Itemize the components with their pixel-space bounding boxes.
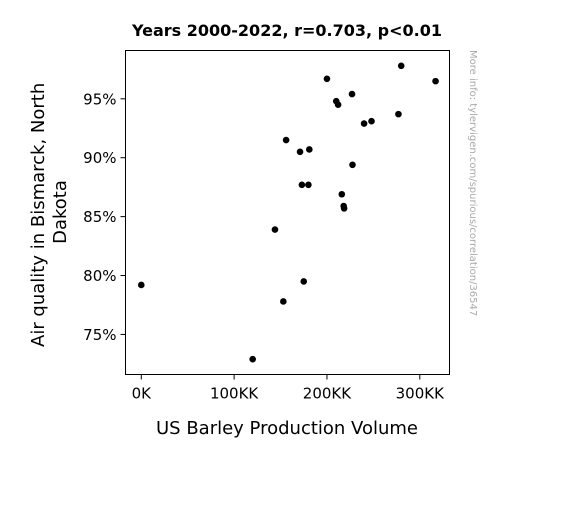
- data-point: [282, 136, 290, 144]
- y-tick-label: 85%: [83, 208, 116, 226]
- data-points: [137, 62, 439, 363]
- data-point: [338, 190, 346, 198]
- data-point: [340, 205, 348, 212]
- data-point: [397, 62, 405, 70]
- y-tick-label: 75%: [83, 326, 116, 344]
- data-point: [305, 181, 312, 189]
- data-point: [137, 281, 145, 289]
- y-axis-label-line-1: Air quality in Bismarck, North: [28, 83, 49, 347]
- y-tick-label: 80%: [83, 267, 116, 285]
- data-point: [349, 161, 356, 169]
- source-note: More info: tylervigen.com/spurious/corre…: [467, 50, 478, 316]
- data-point: [249, 355, 256, 363]
- data-point: [334, 101, 342, 108]
- data-point: [306, 146, 313, 153]
- y-axis-label-line-2: Dakota: [50, 180, 71, 244]
- y-axis-label: Air quality in Bismarck, North Dakota: [28, 77, 71, 347]
- data-point: [280, 298, 287, 305]
- y-tick-label: 90%: [83, 149, 116, 167]
- x-axis-label: US Barley Production Volume: [156, 418, 418, 439]
- y-axis-ticks: 75% 80% 85% 90% 95%: [83, 90, 126, 344]
- x-tick-label: 300KK: [396, 385, 445, 403]
- data-point: [300, 278, 308, 285]
- data-point: [360, 120, 368, 127]
- x-tick-label: 100KK: [210, 385, 259, 403]
- x-tick-label: 0K: [132, 385, 153, 403]
- chart-title: Years 2000-2022, r=0.703, p<0.01: [131, 21, 442, 40]
- plot-area-frame: [125, 50, 450, 375]
- data-point: [296, 148, 304, 156]
- data-point: [323, 75, 331, 83]
- y-tick-label: 95%: [83, 90, 116, 108]
- data-point: [432, 77, 439, 85]
- x-axis-ticks: 0K 100KK 200KK 300KK: [132, 374, 445, 403]
- data-point: [395, 110, 402, 118]
- data-point: [298, 181, 306, 189]
- data-point: [368, 117, 375, 125]
- data-point: [271, 226, 279, 233]
- data-point: [348, 90, 356, 98]
- x-tick-label: 200KK: [303, 385, 352, 403]
